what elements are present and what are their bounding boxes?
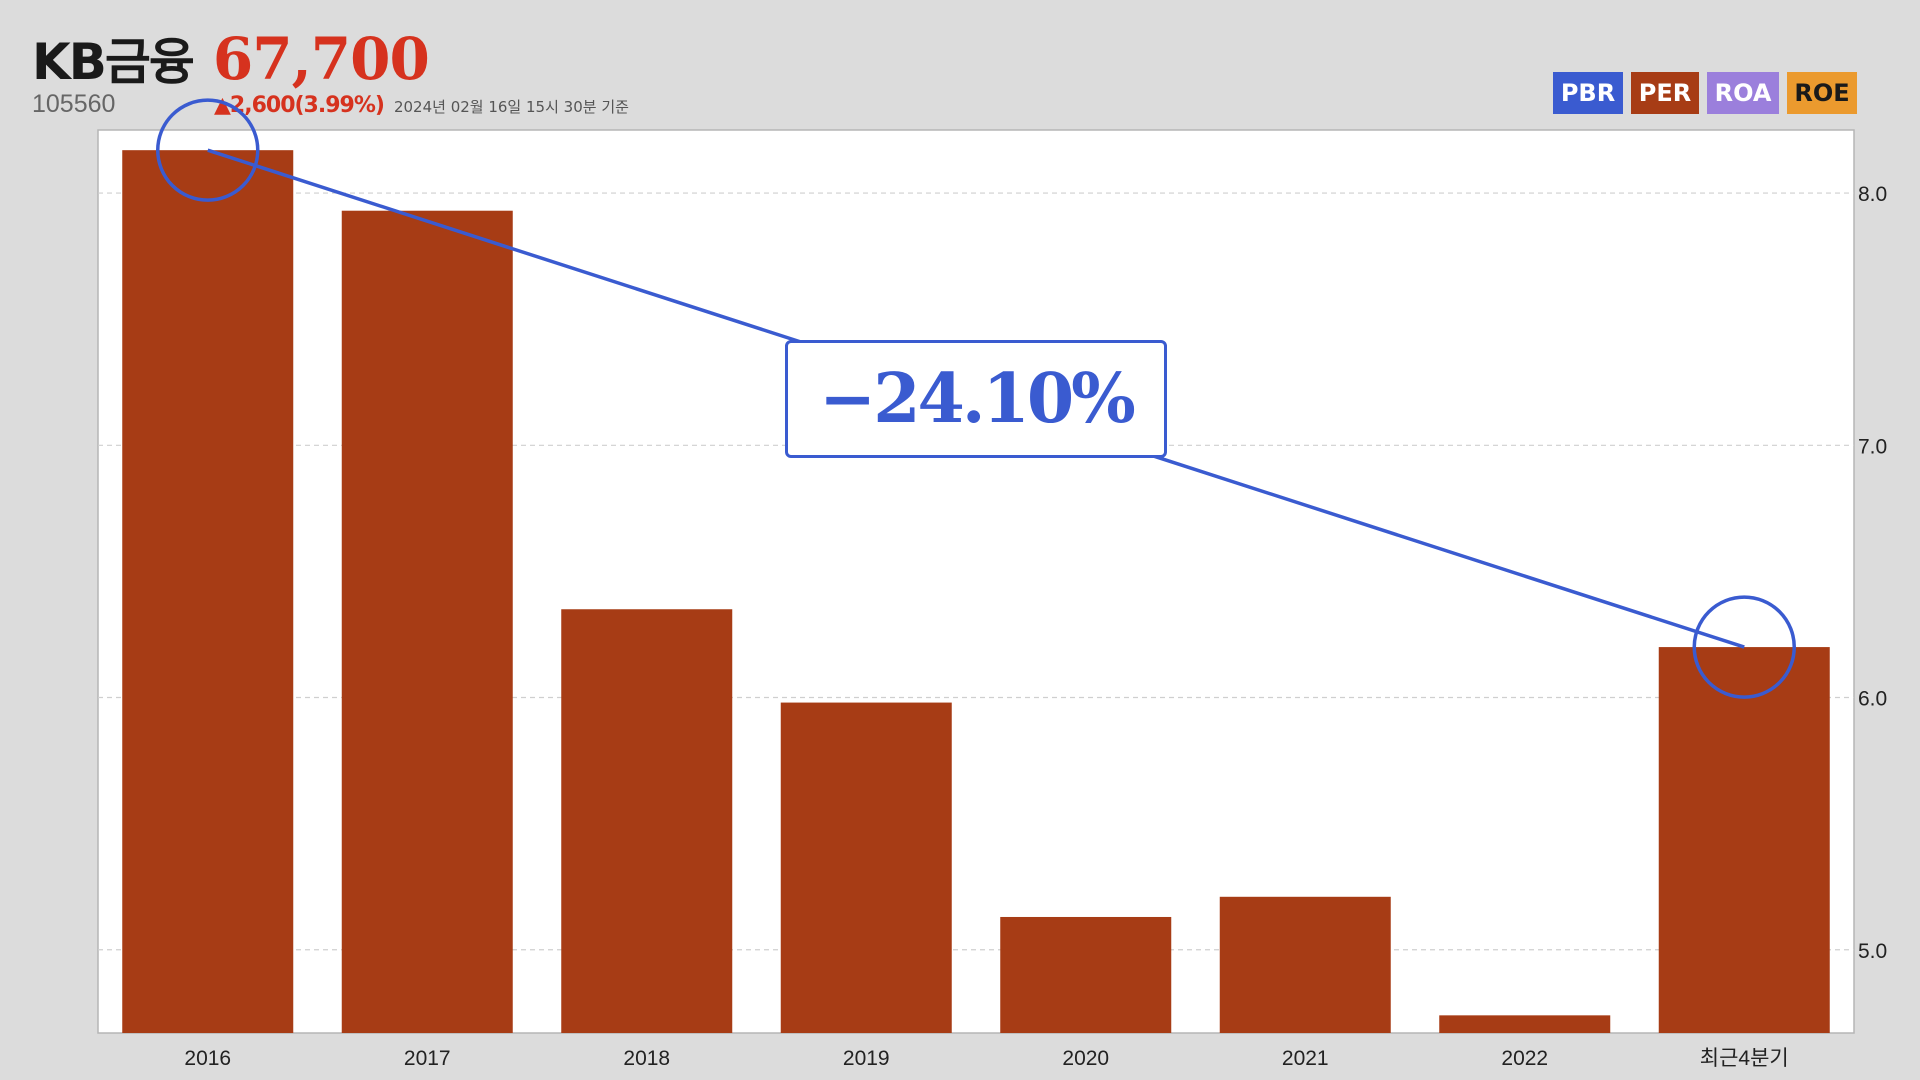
- bar: [1658, 647, 1830, 1033]
- bar: [780, 702, 952, 1033]
- timestamp: 2024년 02월 16일 15시 30분 기준: [393, 98, 629, 116]
- legend-roe-button[interactable]: ROE: [1787, 72, 1857, 114]
- bar: [561, 609, 733, 1033]
- legend-pbr-button[interactable]: PBR: [1553, 72, 1623, 114]
- x-tick-label: 2020: [1062, 1047, 1109, 1070]
- bar: [1219, 896, 1391, 1033]
- x-tick-label: 2019: [843, 1047, 890, 1070]
- bar: [122, 150, 294, 1033]
- metric-legend: PBR PER ROA ROE: [1553, 72, 1857, 114]
- x-tick-label: 2022: [1501, 1047, 1548, 1070]
- y-tick-label: 8.0: [1858, 183, 1887, 206]
- end-marker: [1692, 595, 1796, 699]
- bar: [1000, 916, 1172, 1033]
- stock-code: 105560: [32, 90, 116, 118]
- x-tick-label: 2018: [623, 1047, 670, 1070]
- company-name: KB금융: [32, 33, 195, 91]
- bar: [1439, 1015, 1611, 1033]
- y-tick-label: 5.0: [1858, 940, 1887, 963]
- y-tick-label: 6.0: [1858, 688, 1887, 711]
- x-tick-label: 최근4분기: [1700, 1047, 1789, 1070]
- x-tick-label: 2021: [1282, 1047, 1329, 1070]
- change-callout: −24.10%: [785, 340, 1167, 458]
- x-tick-label: 2016: [184, 1047, 231, 1070]
- x-tick-label: 2017: [404, 1047, 451, 1070]
- legend-per-button[interactable]: PER: [1631, 72, 1699, 114]
- start-marker: [156, 98, 260, 202]
- stock-price: 67,700: [212, 25, 430, 93]
- bar: [341, 210, 513, 1033]
- header: KB금융 67,700 105560 ▲2,600(3.99%) 2024년 0…: [32, 22, 629, 119]
- y-tick-label: 7.0: [1858, 435, 1887, 458]
- legend-roa-button[interactable]: ROA: [1707, 72, 1779, 114]
